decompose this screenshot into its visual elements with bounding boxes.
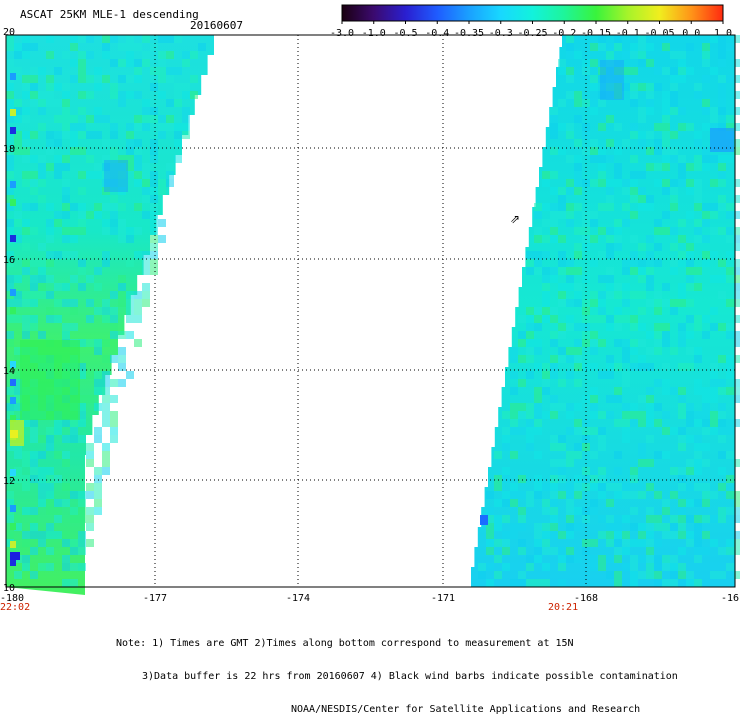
latitude-label: 12 [3, 476, 15, 487]
color-scale-label: -0.3 [489, 28, 513, 39]
latitude-label: 16 [3, 255, 15, 266]
longitude-label: -177 [143, 593, 167, 604]
footnote-line-2: 3)Data buffer is 22 hrs from 20160607 4)… [142, 671, 678, 682]
color-scale-label: -0.1 [616, 28, 640, 39]
map-frame [5, 34, 736, 588]
color-scale-label: -0.5 [393, 28, 417, 39]
latitude-label: 18 [3, 144, 15, 155]
footnote-line-1: Note: 1) Times are GMT 2)Times along bot… [116, 638, 574, 649]
longitude-label: -171 [431, 593, 455, 604]
color-scale-legend: -3.0 -1.0 -0.5 -0.4 -0.35 -0.3 -0.25 -0.2 -0.15-… [330, 4, 732, 39]
longitude-label: -16 [721, 593, 739, 604]
latitude-label: 20 [3, 27, 15, 38]
longitude-label: -180 [0, 593, 24, 604]
color-scale-label: -3.0 [330, 28, 354, 39]
footnote-line-3: NOAA/NESDIS/Center for Satellite Applica… [291, 704, 641, 715]
longitude-label: -174 [286, 593, 310, 604]
color-scale-label: 0.0 [682, 28, 700, 39]
color-scale-label: -1.0 [362, 28, 386, 39]
footnote: Note: 1) Times are GMT 2)Times along bot… [116, 616, 678, 726]
chart-date: 20160607 [190, 19, 243, 32]
latitude-label: 14 [3, 366, 15, 377]
chart-title: ASCAT 25KM MLE-1 descending [20, 8, 199, 21]
color-scale-label: -0.05 [644, 28, 674, 39]
graticule [6, 35, 735, 587]
color-scale-label: -0.2 [552, 28, 576, 39]
color-scale-label: -0.4 [425, 28, 449, 39]
wind-swath-map: 20 18 16 14 12 10-180 -177 -174 -171 -168 -16 22:02… [0, 27, 740, 613]
pass-time-label: 20:21 [548, 602, 578, 613]
color-scale-label: -0.15 [581, 28, 611, 39]
color-scale-label: -0.25 [517, 28, 547, 39]
longitude-label: -168 [574, 593, 598, 604]
color-scale-label: -0.35 [454, 28, 484, 39]
color-scale-label: 1.0 [714, 28, 732, 39]
swath-texture [6, 35, 740, 587]
pass-time-label: 22:02 [0, 602, 30, 613]
edge-pixels [10, 73, 16, 566]
wind-barb-icon: ⇗ [510, 212, 520, 226]
latitude-label: 10 [3, 583, 15, 594]
